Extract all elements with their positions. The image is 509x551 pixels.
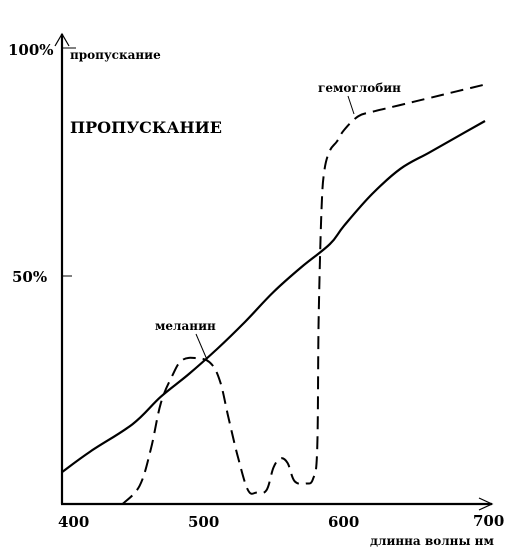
annotation-hemoglobin: гемоглобин	[318, 81, 401, 95]
annotation-leader-hemoglobin	[347, 95, 355, 115]
x-tick-label-400: 400	[58, 513, 89, 531]
y-tick-label-100: 100%	[8, 41, 54, 59]
x-tick-label-700: 700	[473, 512, 504, 530]
x-tick-label-600: 600	[328, 513, 359, 531]
y-axis-arrow	[54, 32, 70, 47]
x-axis-label: длинна волны нм	[370, 534, 494, 548]
series-line-hemoglobin	[121, 83, 486, 505]
y-axis-label: пропускание	[70, 48, 161, 62]
y-tick-label-50: 50%	[12, 268, 47, 286]
chart-title: ПРОПУСКАНИЕ	[70, 118, 222, 137]
series-line-melanin	[61, 120, 486, 473]
annotation-leader-melanin	[195, 333, 209, 363]
x-tick-label-500: 500	[188, 513, 219, 531]
x-axis-arrow	[478, 497, 494, 511]
annotation-melanin: меланин	[155, 319, 216, 333]
